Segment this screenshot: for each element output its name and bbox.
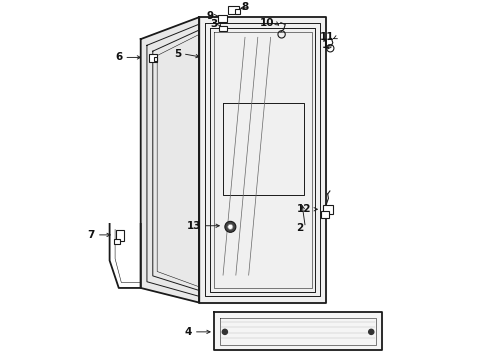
Text: 13: 13 [187,221,201,231]
Bar [220,26,227,31]
Text: 7: 7 [88,230,95,240]
Text: 10: 10 [260,18,274,28]
Circle shape [222,329,227,334]
Text: 3: 3 [210,19,218,30]
Bar [153,57,157,62]
Bar [149,54,157,62]
Text: 1: 1 [322,40,329,50]
Bar [236,9,240,14]
Bar [116,230,124,242]
Text: 5: 5 [174,49,181,59]
Text: 4: 4 [185,327,192,337]
Bar [228,6,239,14]
Bar [114,239,120,244]
Text: 2: 2 [296,222,303,233]
Text: 6: 6 [115,53,122,62]
Circle shape [225,221,236,232]
Polygon shape [141,17,199,303]
Text: 9: 9 [207,11,214,21]
Circle shape [228,224,233,229]
Bar [322,204,333,214]
Text: 11: 11 [320,32,335,42]
Text: 8: 8 [242,2,248,12]
Circle shape [368,329,374,334]
Polygon shape [199,17,325,303]
Text: 12: 12 [296,204,311,214]
Bar [218,15,227,22]
Bar [321,211,329,218]
Polygon shape [214,312,382,350]
